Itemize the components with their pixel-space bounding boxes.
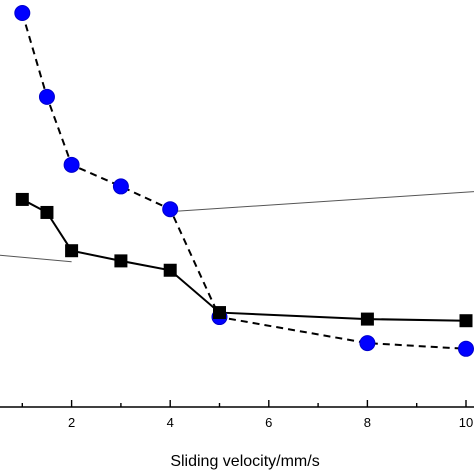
series-lines [21,12,467,350]
series-1-line [21,12,467,350]
series-1-point-7 [359,335,376,352]
annotation-line-1 [0,254,72,263]
series-2-point-7 [360,312,374,326]
series-2-point-3 [65,244,79,258]
series-1-point-3 [63,156,80,173]
x-tick-label-2: 2 [68,415,75,430]
series-1-point-1 [14,5,31,22]
series-1-point-4 [112,178,129,195]
series-1-point-8 [458,340,474,357]
annotation-line-2 [170,191,474,213]
series-2-line [21,198,467,322]
series-2-point-6 [213,306,226,320]
series-1-point-5 [162,201,179,218]
annotation-lines [0,191,474,263]
series-2-point-8 [459,314,473,328]
x-tick-label-6: 6 [265,415,272,430]
series-1-point-2 [38,88,55,105]
series-2-point-5 [163,263,177,277]
x-axis-ticks: 2 4 6 8 10 [21,400,473,430]
series-2-point-2 [40,205,54,219]
x-tick-label-10: 10 [459,415,473,430]
x-tick-label-4: 4 [167,415,174,430]
series-2-point-1 [15,192,29,206]
x-tick-label-8: 8 [364,415,371,430]
series-markers [14,5,474,357]
series-2-point-4 [114,254,128,268]
x-axis-title: Sliding velocity/mm/s [170,453,319,470]
